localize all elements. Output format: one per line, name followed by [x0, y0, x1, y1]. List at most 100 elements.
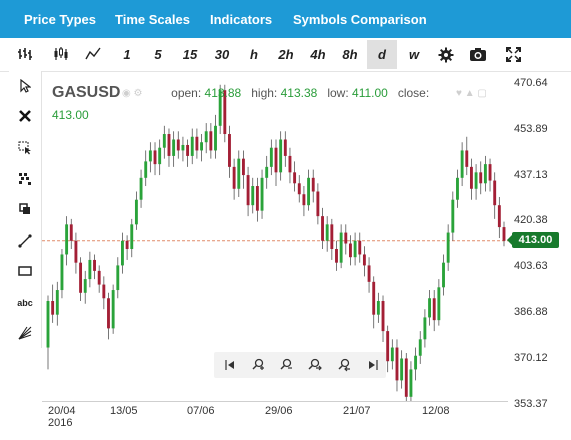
camera-icon — [470, 48, 486, 61]
candle-body — [139, 177, 143, 200]
candle-body — [214, 125, 217, 151]
fan-tool[interactable] — [9, 318, 41, 348]
rectangle-tool[interactable] — [9, 257, 41, 287]
candle — [79, 257, 83, 301]
candle-body — [330, 224, 334, 249]
gear-icon — [438, 47, 454, 63]
toolbar: 1 5 15 30 h 2h 4h 8h d w — [0, 38, 571, 72]
timeframe-2h[interactable]: 2h — [278, 47, 294, 62]
candle-body — [190, 136, 194, 156]
candle-body — [442, 262, 445, 288]
timeframe-w[interactable]: w — [408, 47, 420, 62]
candlestick-chart[interactable] — [42, 71, 508, 406]
timeframe-h[interactable]: h — [250, 47, 258, 62]
delete-drawings-tool[interactable] — [9, 102, 41, 132]
candle — [265, 155, 269, 189]
candle — [293, 161, 297, 192]
screenshot-button[interactable] — [463, 40, 493, 69]
drawing-tools-sidebar: abc — [9, 71, 42, 348]
settings-button[interactable] — [431, 40, 461, 69]
zoom-in-button[interactable] — [244, 352, 272, 378]
menu-time-scales[interactable]: Time Scales — [115, 12, 190, 27]
candle-body — [404, 358, 408, 397]
select-area-icon — [18, 141, 31, 155]
candle-body — [237, 158, 241, 189]
price-axis[interactable]: 470.64 453.89 437.13 420.38 403.63 386.8… — [508, 71, 571, 416]
fan-icon — [18, 326, 32, 340]
candle — [181, 136, 185, 162]
line-chart-button[interactable] — [78, 40, 108, 69]
candle — [158, 139, 162, 176]
zoom-reset-button[interactable] — [330, 352, 358, 378]
candle-body — [460, 150, 464, 178]
candle-body — [344, 232, 348, 244]
candle-body — [386, 331, 390, 362]
candle-body — [121, 240, 124, 266]
candle — [274, 139, 278, 187]
candlestick-button[interactable] — [46, 40, 76, 69]
time-axis[interactable]: 20/04 2016 13/05 07/06 29/06 21/07 12/08 — [42, 401, 508, 440]
candle-body — [265, 166, 269, 178]
chart-area[interactable] — [42, 71, 508, 406]
candle — [228, 125, 231, 178]
menu-indicators[interactable]: Indicators — [210, 12, 273, 27]
candle — [125, 235, 129, 260]
candle — [330, 218, 334, 260]
settings-small-icon[interactable]: ⚙ — [133, 88, 143, 99]
scroll-right-button[interactable] — [359, 352, 387, 378]
cursor-tool[interactable] — [9, 71, 41, 101]
timeframe-5[interactable]: 5 — [154, 47, 162, 62]
candle — [469, 158, 473, 200]
candle-body — [97, 270, 101, 285]
candle-body — [167, 134, 171, 156]
scroll-left-button[interactable] — [216, 352, 244, 378]
candle — [130, 218, 134, 258]
candle — [139, 169, 143, 208]
candle-body — [107, 298, 110, 329]
candle-body — [51, 300, 55, 315]
candle — [307, 169, 311, 211]
candle-body — [46, 300, 50, 348]
candle — [260, 169, 264, 219]
candle-body — [335, 248, 338, 263]
candle — [311, 169, 315, 203]
magnet-tool[interactable] — [9, 164, 41, 194]
candle — [302, 186, 306, 217]
candle — [428, 290, 431, 326]
bar-chart-button[interactable] — [10, 40, 40, 69]
eye-icon[interactable]: ◉ — [122, 88, 131, 99]
heart-icon[interactable]: ♥ — [456, 88, 462, 99]
candle-body — [204, 131, 208, 143]
candle-body — [144, 161, 148, 178]
candle-body — [134, 199, 138, 225]
candle-body — [148, 150, 152, 162]
scroll-forward-button[interactable] — [301, 352, 329, 378]
timeframe-30[interactable]: 30 — [214, 47, 230, 62]
zoom-out-icon — [280, 358, 292, 370]
candle — [451, 191, 455, 241]
candle-body — [297, 183, 301, 195]
fullscreen-button[interactable] — [498, 40, 528, 69]
candle-body — [232, 166, 236, 189]
candle — [465, 136, 469, 176]
header-right-icons: ♥ ▲ ▢ — [456, 88, 487, 99]
timeframe-4h[interactable]: 4h — [310, 47, 326, 62]
timeframe-1[interactable]: 1 — [123, 47, 131, 62]
text-tool[interactable]: abc — [17, 298, 33, 308]
square-icon[interactable]: ▢ — [477, 88, 487, 99]
select-area-tool[interactable] — [9, 133, 41, 163]
zoom-out-button[interactable] — [272, 352, 300, 378]
eject-icon[interactable]: ▲ — [464, 88, 475, 99]
candle-body — [60, 254, 64, 291]
menu-symbols-comparison[interactable]: Symbols Comparison — [293, 12, 427, 27]
candle — [93, 254, 96, 280]
candle — [372, 276, 376, 329]
candle — [190, 128, 194, 165]
candle — [437, 279, 441, 326]
timeframe-15[interactable]: 15 — [182, 47, 198, 62]
timeframe-d[interactable]: d — [367, 40, 397, 69]
menu-price-types[interactable]: Price Types — [24, 12, 97, 27]
trendline-tool[interactable] — [9, 226, 41, 256]
clone-tool[interactable] — [9, 195, 41, 225]
timeframe-8h[interactable]: 8h — [342, 47, 358, 62]
